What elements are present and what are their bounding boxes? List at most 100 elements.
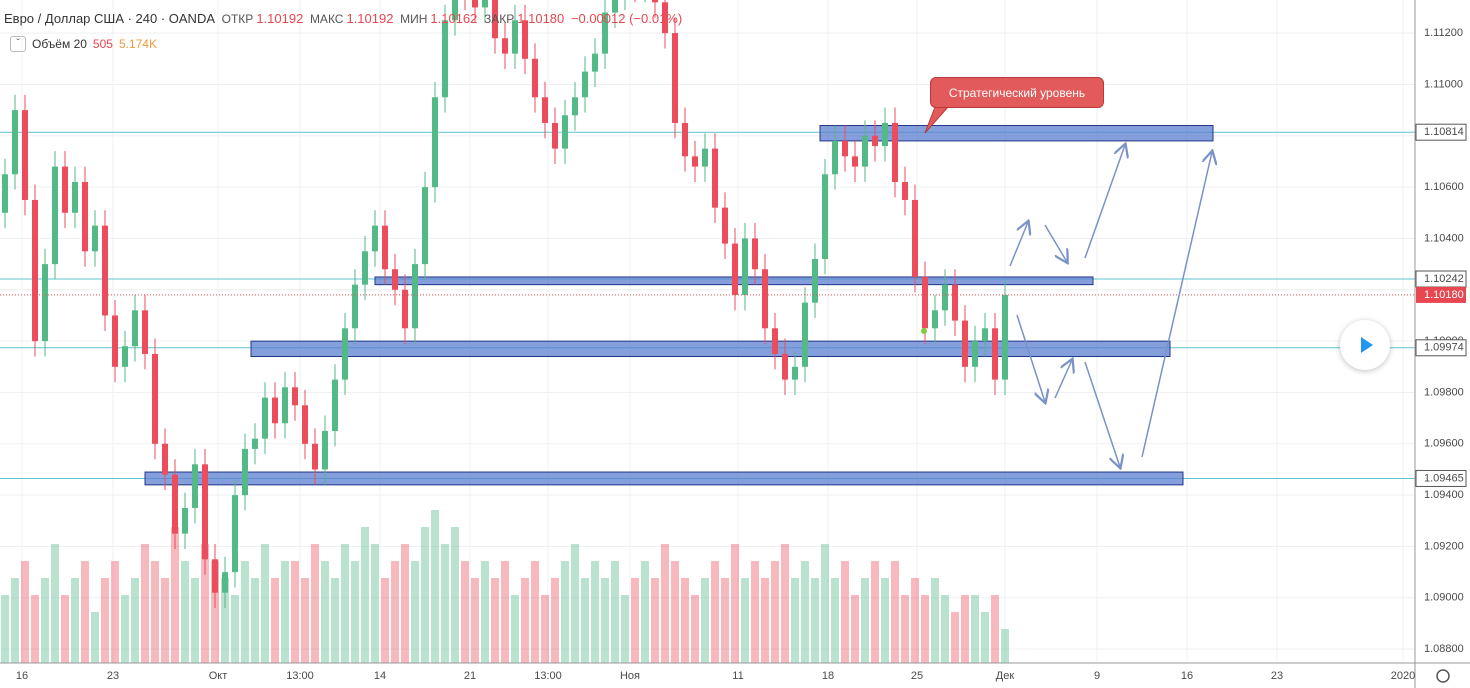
candle-body bbox=[892, 122, 898, 182]
volume-bar bbox=[951, 612, 959, 663]
ohlc-value: 1.10180 bbox=[517, 11, 565, 26]
ohlc-label: МАКС bbox=[309, 12, 344, 26]
volume-bar bbox=[511, 595, 519, 663]
y-tick-label: 1.08800 bbox=[1424, 643, 1464, 655]
candle-body bbox=[552, 122, 558, 149]
candle-body bbox=[562, 115, 568, 149]
volume-bar bbox=[701, 578, 709, 663]
candle-body bbox=[402, 289, 408, 329]
candle-body bbox=[752, 238, 758, 270]
volume-bar bbox=[961, 595, 969, 663]
candle-body bbox=[522, 20, 528, 59]
candle-body bbox=[592, 53, 598, 72]
y-tick-label: 1.11000 bbox=[1424, 78, 1463, 90]
volume-bar bbox=[251, 578, 259, 663]
candle-body bbox=[52, 166, 58, 265]
volume-bar bbox=[171, 527, 179, 663]
x-tick-label: 16 bbox=[1181, 670, 1193, 682]
arrow bbox=[1044, 224, 1067, 262]
candle-body bbox=[332, 379, 338, 431]
candle-body bbox=[362, 251, 368, 285]
level-tag bbox=[1415, 339, 1467, 357]
candle-body bbox=[442, 20, 448, 98]
volume-bar bbox=[751, 561, 759, 663]
y-tick-label: 1.10600 bbox=[1424, 181, 1464, 193]
candle-body bbox=[782, 353, 788, 380]
candle-body bbox=[962, 320, 968, 367]
ohlc-label: ЗАКР bbox=[484, 12, 515, 26]
x-tick-label: 25 bbox=[911, 670, 923, 682]
x-tick-label: 21 bbox=[464, 670, 476, 682]
volume-bar bbox=[561, 561, 569, 663]
candle-body bbox=[762, 269, 768, 329]
volume-bar bbox=[281, 561, 289, 663]
x-tick-label: Ноя bbox=[620, 670, 640, 682]
volume-bar bbox=[761, 578, 769, 663]
volume-bar bbox=[731, 544, 739, 663]
candle-body bbox=[912, 199, 918, 277]
play-button[interactable] bbox=[1340, 320, 1390, 370]
candle-body bbox=[312, 443, 318, 470]
volume-bar bbox=[641, 561, 649, 663]
candle-body bbox=[712, 148, 718, 208]
x-tick-label: 9 bbox=[1094, 670, 1100, 682]
volume-bar bbox=[691, 595, 699, 663]
candle-body bbox=[812, 258, 818, 303]
candle-body bbox=[12, 110, 18, 175]
volume-bar bbox=[351, 561, 359, 663]
candle-body bbox=[862, 135, 868, 167]
x-tick-label: 18 bbox=[822, 670, 834, 682]
volume-bar bbox=[861, 578, 869, 663]
volume-bar bbox=[381, 578, 389, 663]
collapse-button[interactable]: ˇ bbox=[10, 36, 26, 52]
candle-body bbox=[352, 284, 358, 329]
volume-bar bbox=[391, 561, 399, 663]
volume-bar bbox=[681, 578, 689, 663]
volume-bar bbox=[91, 612, 99, 663]
candle-body bbox=[672, 33, 678, 123]
volume-bar bbox=[151, 561, 159, 663]
arrow bbox=[1084, 361, 1120, 467]
candle-body bbox=[952, 284, 958, 321]
volume-bar bbox=[371, 544, 379, 663]
candle-body bbox=[232, 495, 238, 573]
candle-body bbox=[422, 187, 428, 265]
candle-body bbox=[432, 97, 438, 188]
volume-bar bbox=[81, 561, 89, 663]
candle-body bbox=[212, 559, 218, 593]
arrow bbox=[1009, 222, 1028, 267]
candle-body bbox=[322, 430, 328, 470]
x-tick-label: 13:00 bbox=[534, 670, 562, 682]
candle-body bbox=[482, 0, 488, 8]
ohlc-label: ОТКР bbox=[221, 12, 254, 26]
candle-body bbox=[222, 572, 228, 593]
candle-body bbox=[852, 156, 858, 167]
candle-body bbox=[262, 397, 268, 439]
candle-body bbox=[692, 156, 698, 167]
candle-body bbox=[142, 310, 148, 354]
volume-bar bbox=[591, 561, 599, 663]
x-tick-label: 23 bbox=[107, 670, 119, 682]
arrow bbox=[1084, 145, 1125, 259]
volume-bar bbox=[671, 561, 679, 663]
level-tag bbox=[1415, 469, 1467, 487]
volume-bar bbox=[571, 544, 579, 663]
change: −0.00012 (−0.01%) bbox=[570, 11, 683, 26]
volume-bar bbox=[981, 612, 989, 663]
candle-body bbox=[982, 328, 988, 342]
candle-body bbox=[902, 181, 908, 200]
candle-body bbox=[252, 438, 258, 449]
candle-body bbox=[152, 353, 158, 444]
candle-body bbox=[172, 474, 178, 534]
x-tick-label: 13:00 bbox=[286, 670, 314, 682]
candle-body bbox=[292, 387, 298, 406]
volume-bar bbox=[911, 578, 919, 663]
play-icon bbox=[1361, 337, 1373, 353]
arrow bbox=[1054, 360, 1072, 399]
candle-body bbox=[392, 269, 398, 290]
volume-bar bbox=[301, 578, 309, 663]
volume-bar bbox=[481, 561, 489, 663]
callout: Стратегический уровень bbox=[930, 77, 1104, 108]
candle-body bbox=[492, 0, 498, 39]
volume-bar bbox=[441, 544, 449, 663]
